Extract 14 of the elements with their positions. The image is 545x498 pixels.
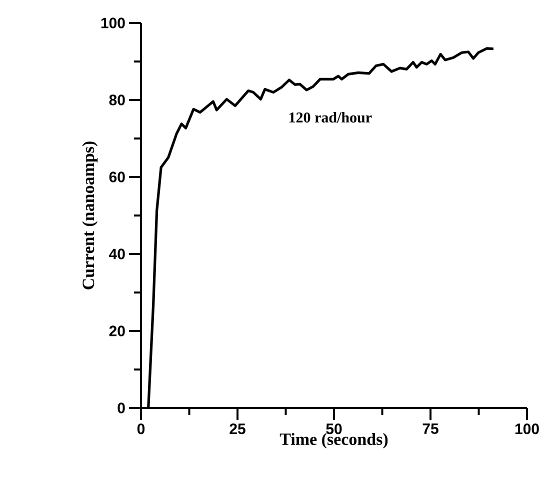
x-tick-label: 75 (422, 424, 438, 434)
x-tick-label: 50 (326, 424, 342, 434)
y-axis-title: Current (nanoamps) (82, 142, 98, 290)
x-tick-label: 100 (515, 424, 539, 434)
x-tick-label: 25 (230, 424, 246, 434)
y-tick-label: 100 (101, 18, 125, 28)
y-tick-label: 80 (109, 94, 125, 106)
y-tick-label: 20 (109, 326, 125, 336)
annotation: 120 rad/hour (289, 112, 372, 123)
y-tick-label: 60 (109, 172, 125, 182)
x-tick-label: 0 (137, 424, 145, 434)
x-axis-title: Time (seconds) (280, 433, 388, 448)
y-tick-label: 40 (109, 248, 125, 260)
y-tick-label: 0 (118, 402, 125, 414)
